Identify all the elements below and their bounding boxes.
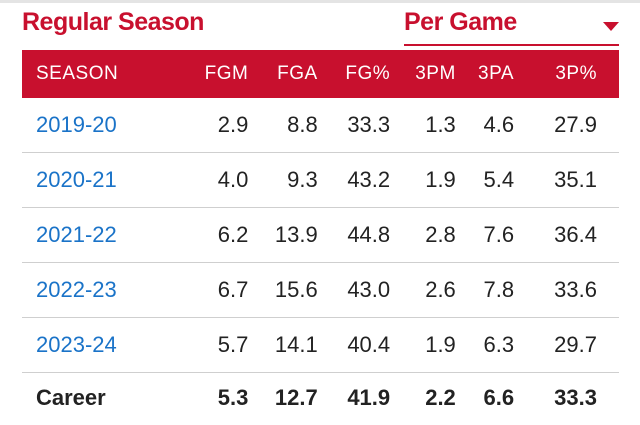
season-link[interactable]: 2023-24 <box>36 332 117 357</box>
stat-cell: 40.4 <box>317 317 391 373</box>
table-row: 2021-22 6.2 13.9 44.8 2.8 7.6 36.4 <box>22 207 619 263</box>
caret-down-icon <box>603 22 619 31</box>
table-row: 2022-23 6.7 15.6 43.0 2.6 7.8 33.6 <box>22 262 619 318</box>
stat-cell: 41.9 <box>347 385 391 410</box>
stat-cell: 8.8 <box>248 98 318 153</box>
stat-cell: 5.7 <box>177 317 249 373</box>
stat-cell: 2.9 <box>177 98 249 153</box>
career-row: Career 5.3 12.7 41.9 2.2 6.6 33.3 <box>22 373 619 424</box>
stat-cell: 14.1 <box>248 317 318 373</box>
stat-cell: 1.9 <box>390 152 456 208</box>
season-cell: 2023-24 <box>22 317 178 373</box>
column-header: FG% <box>317 50 391 98</box>
stat-cell: 7.8 <box>455 262 515 318</box>
season-cell: 2022-23 <box>22 262 178 318</box>
header-row: SEASON FGM FGA FG% 3PM 3PA 3P% <box>22 50 619 98</box>
column-header: SEASON <box>22 50 178 98</box>
stat-cell: 33.3 <box>317 98 391 153</box>
column-header: FGM <box>177 50 249 98</box>
stat-cell: 9.3 <box>248 152 318 208</box>
stat-cell: 1.3 <box>390 98 456 153</box>
stat-cell: 36.4 <box>514 207 619 263</box>
stat-cell: 2.8 <box>390 207 456 263</box>
season-link[interactable]: 2020-21 <box>36 167 117 192</box>
season-cell: 2020-21 <box>22 152 178 208</box>
stat-cell: 4.0 <box>177 152 249 208</box>
column-header: 3PM <box>390 50 456 98</box>
stat-cell: 6.7 <box>177 262 249 318</box>
stat-cell: 2.6 <box>390 262 456 318</box>
stat-cell: 2.2 <box>425 385 456 410</box>
stat-cell: 35.1 <box>514 152 619 208</box>
column-header: 3P% <box>514 50 619 98</box>
career-label: Career <box>36 385 106 410</box>
season-cell: 2021-22 <box>22 207 178 263</box>
stat-cell: 13.9 <box>248 207 318 263</box>
stat-cell: 6.2 <box>177 207 249 263</box>
top-divider <box>0 0 640 3</box>
stat-cell: 29.7 <box>514 317 619 373</box>
table-row: 2020-21 4.0 9.3 43.2 1.9 5.4 35.1 <box>22 152 619 208</box>
stat-cell: 15.6 <box>248 262 318 318</box>
column-header: 3PA <box>455 50 515 98</box>
season-link[interactable]: 2019-20 <box>36 112 117 137</box>
stat-cell: 4.6 <box>455 98 515 153</box>
stat-cell: 43.0 <box>317 262 391 318</box>
stat-cell: 6.3 <box>455 317 515 373</box>
column-header: FGA <box>248 50 318 98</box>
season-link[interactable]: 2021-22 <box>36 222 117 247</box>
stat-cell: 43.2 <box>317 152 391 208</box>
stat-mode-dropdown[interactable]: Per Game <box>404 8 619 46</box>
stat-cell: 5.4 <box>455 152 515 208</box>
stat-cell: 12.7 <box>274 385 318 410</box>
stat-cell: 6.6 <box>483 385 515 410</box>
season-link[interactable]: 2022-23 <box>36 277 117 302</box>
stats-table: SEASON FGM FGA FG% 3PM 3PA 3P% 2019-20 2.9 8.8 33… <box>22 50 619 423</box>
season-cell: 2019-20 <box>22 98 178 153</box>
stat-cell: 7.6 <box>455 207 515 263</box>
stat-cell: 27.9 <box>514 98 619 153</box>
stat-cell: 33.3 <box>554 385 597 410</box>
section-title: Regular Season <box>22 8 204 36</box>
stat-cell: 44.8 <box>317 207 391 263</box>
stat-cell: 1.9 <box>390 317 456 373</box>
stat-cell: 5.3 <box>217 385 249 410</box>
dropdown-value: Per Game <box>404 8 517 36</box>
stat-cell: 33.6 <box>514 262 619 318</box>
table-row: 2023-24 5.7 14.1 40.4 1.9 6.3 29.7 <box>22 317 619 373</box>
table-row: 2019-20 2.9 8.8 33.3 1.3 4.6 27.9 <box>22 98 619 153</box>
